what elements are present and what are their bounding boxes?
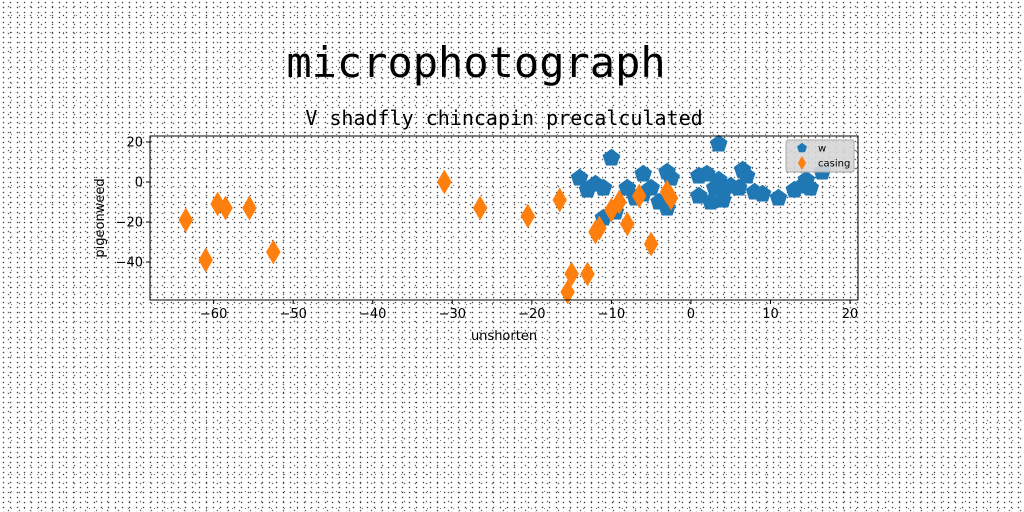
w-point <box>753 184 772 202</box>
w-point <box>578 180 597 198</box>
casing-point <box>580 261 595 287</box>
w-point <box>634 164 653 182</box>
casing-point <box>643 231 659 257</box>
casing-point <box>552 187 567 213</box>
w-point <box>769 188 788 206</box>
casing-point <box>198 247 213 273</box>
axes-layer: −60 −50 −40 −30 −20 −10 0 10 20 −40 −20 0 20 <box>116 136 859 323</box>
casing-point <box>612 189 627 215</box>
marks-layer <box>178 134 832 305</box>
figure-suptitle: microphotograph <box>286 38 666 87</box>
legend-label-w: w <box>818 144 826 155</box>
x-tick-label: 20 <box>842 307 859 322</box>
casing-point <box>663 185 679 211</box>
w-point <box>594 178 613 196</box>
y-tick-label: 0 <box>135 176 143 191</box>
y-tick-label: −20 <box>116 216 143 231</box>
w-point <box>709 134 728 152</box>
x-tick-label: −20 <box>518 307 545 322</box>
legend-marker-casing <box>797 155 807 171</box>
casing-point <box>242 195 257 221</box>
x-tick-label: −60 <box>200 307 227 322</box>
legend: w casing <box>785 139 855 173</box>
chart-title: V shadfly chincapin precalculated <box>305 106 703 130</box>
casing-point <box>472 195 488 221</box>
casing-point <box>560 279 575 305</box>
w-point <box>570 168 589 186</box>
plot-frame <box>149 135 859 301</box>
y-axis-label: pigeonweed <box>93 178 108 257</box>
x-tick-label: −10 <box>598 307 625 322</box>
legend-marker-w <box>797 142 807 153</box>
casing-point <box>266 239 281 265</box>
casing-point <box>437 169 452 195</box>
y-tick-label: 20 <box>126 136 143 151</box>
w-point <box>642 178 660 196</box>
casing-point <box>178 207 194 233</box>
w-point <box>801 178 820 196</box>
casing-point <box>564 261 579 287</box>
x-tick-label: 0 <box>687 307 695 322</box>
w-point <box>690 186 708 204</box>
w-point <box>713 190 732 208</box>
x-tick-label: −30 <box>439 307 466 322</box>
casing-point <box>218 195 233 221</box>
w-point <box>602 148 621 166</box>
x-tick-label: −40 <box>359 307 386 322</box>
casing-point <box>520 203 536 229</box>
w-point <box>737 166 756 184</box>
legend-label-casing: casing <box>818 159 850 170</box>
x-axis-label: unshorten <box>471 329 537 344</box>
y-tick-label: −40 <box>116 256 143 271</box>
x-tick-label: −50 <box>279 307 306 322</box>
x-tick-label: 10 <box>762 307 779 322</box>
casing-point <box>631 183 647 209</box>
casing-point <box>592 215 607 241</box>
casing-point <box>620 211 635 237</box>
